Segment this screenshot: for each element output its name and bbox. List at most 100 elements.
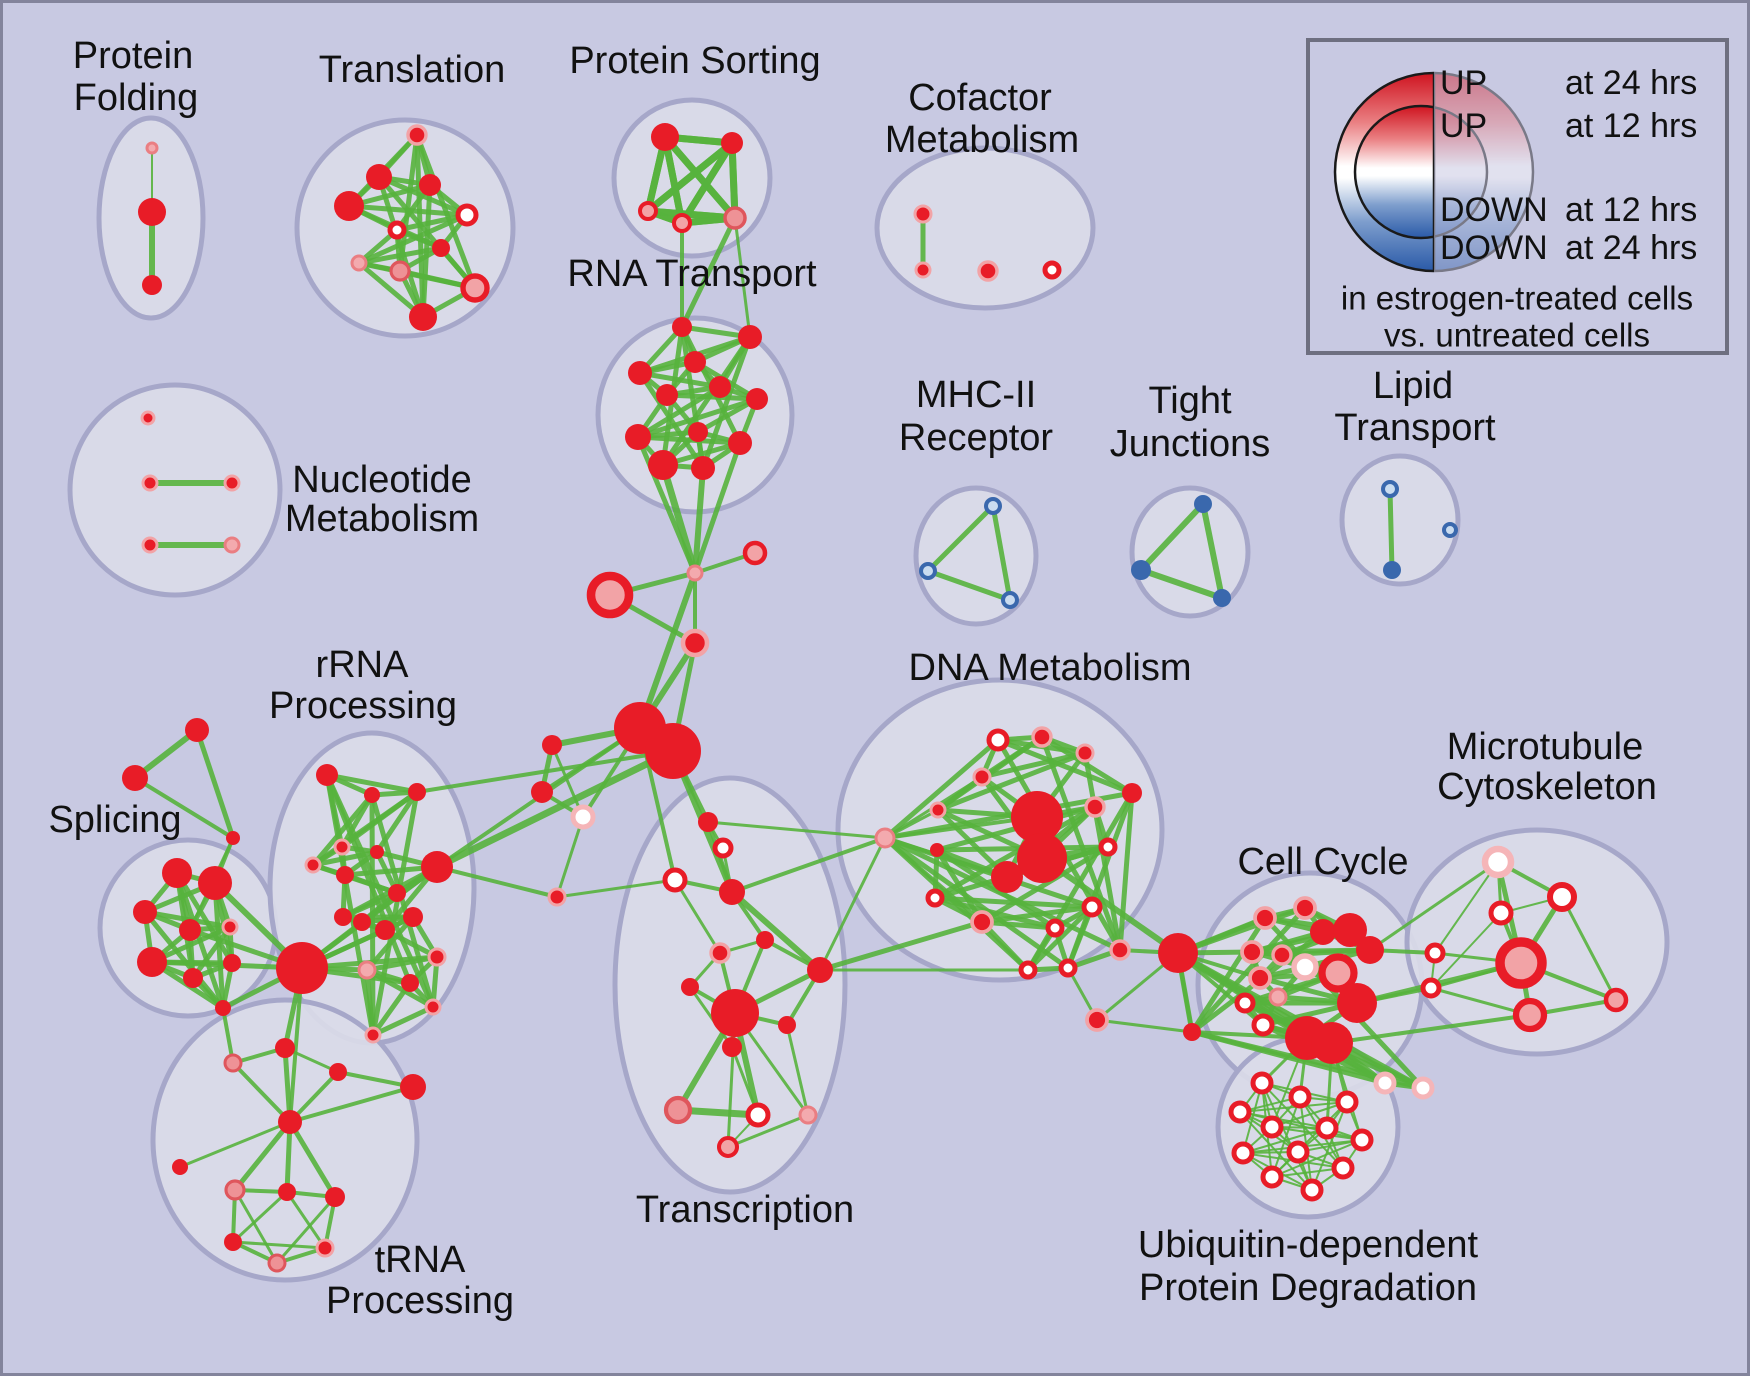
cluster-label-mhc-ii-receptor: MHC-II xyxy=(916,374,1036,416)
edge xyxy=(310,849,380,868)
edge xyxy=(660,334,753,468)
edge xyxy=(817,919,985,973)
edge xyxy=(1095,1018,1194,1034)
edge xyxy=(232,1119,293,1193)
gene-node-red-halo xyxy=(970,910,994,934)
gene-node-red-pink xyxy=(1495,937,1547,989)
edge xyxy=(637,570,698,731)
edge xyxy=(1065,790,1135,971)
gene-node-red-halo xyxy=(1109,939,1131,961)
gene-node-pink2 xyxy=(723,206,747,230)
gene-node-red xyxy=(1017,833,1067,883)
nodes-nucleotide-metabolism xyxy=(140,410,241,554)
edge xyxy=(729,889,823,973)
gene-node-red xyxy=(334,908,352,926)
gene-node-pink xyxy=(223,536,241,554)
gene-node-red xyxy=(672,317,692,337)
gene-node-red xyxy=(656,384,678,406)
gene-node-red-white xyxy=(1335,1090,1359,1114)
edge xyxy=(726,1113,810,1149)
gene-node-red-white xyxy=(1231,1141,1255,1165)
legend-direction-label: DOWN xyxy=(1440,229,1548,267)
gene-node-red-white xyxy=(1331,1156,1355,1180)
gene-node-red xyxy=(275,1038,295,1058)
gene-node-red-white xyxy=(1286,1140,1310,1164)
edge xyxy=(733,216,752,339)
edge xyxy=(369,792,436,1010)
edge xyxy=(1117,790,1135,953)
gene-node-red xyxy=(183,968,203,988)
gene-node-red-white xyxy=(1251,1013,1275,1037)
network-nodes xyxy=(122,123,1629,1273)
gene-node-red-white xyxy=(1058,958,1078,978)
gene-node-red-halo xyxy=(1085,1008,1109,1032)
cluster-label-trna-processing: Processing xyxy=(326,1280,514,1322)
gene-node-red xyxy=(1333,913,1367,947)
edge xyxy=(1299,1096,1313,1191)
edge xyxy=(1434,861,1499,954)
gene-node-red-halo xyxy=(914,261,932,279)
gene-node-red xyxy=(409,303,437,331)
edge xyxy=(414,132,426,320)
gene-node-red xyxy=(224,1233,242,1251)
edges-lipid-transport xyxy=(1387,486,1395,573)
gene-node-red xyxy=(408,783,426,801)
edge xyxy=(231,1061,292,1124)
gene-node-pink xyxy=(1268,987,1288,1007)
edge xyxy=(275,1195,337,1265)
cluster-label-microtubule-cytoskeleton: Microtubule xyxy=(1447,726,1643,768)
edge xyxy=(174,870,235,966)
gene-node-red xyxy=(698,812,718,832)
edge xyxy=(882,737,1001,841)
nodes-mhc-ii-receptor xyxy=(919,497,1019,609)
edge xyxy=(1261,1082,1313,1191)
gene-node-blue xyxy=(1383,561,1401,579)
gene-node-red-halo xyxy=(221,918,239,936)
nodes-tight-junctions xyxy=(1131,495,1231,607)
legend: UP at 24 hrs UP at 12 hrs DOWN at 12 hrs DOWN a… xyxy=(1306,38,1729,355)
gene-node-red-halo xyxy=(1293,896,1317,920)
gene-node-red xyxy=(531,781,553,803)
edge xyxy=(1387,486,1395,573)
nodes-rna-transport xyxy=(625,317,768,480)
gene-node-red-white xyxy=(1260,1165,1284,1189)
gene-node-pink xyxy=(798,1105,818,1125)
nodes-protein-sorting xyxy=(638,123,747,233)
edge xyxy=(1242,1082,1263,1154)
edge xyxy=(679,215,738,330)
gene-node-red-halo xyxy=(315,1238,335,1258)
edge xyxy=(1239,1101,1348,1113)
gene-node-red-pink xyxy=(1512,997,1548,1033)
edge xyxy=(644,139,736,215)
cluster-ellipse-cofactor-metabolism xyxy=(874,145,1096,311)
edge xyxy=(932,804,1098,901)
gene-node-red-pink xyxy=(672,213,692,233)
gene-node-red-white xyxy=(1315,1116,1339,1140)
edge xyxy=(692,440,743,576)
cluster-label-ubiquitin-degradation: Protein Degradation xyxy=(1139,1267,1477,1309)
edge xyxy=(310,792,375,868)
gene-node-red-halo xyxy=(972,767,992,787)
edge xyxy=(679,324,706,471)
gene-node-red xyxy=(334,191,364,221)
edge xyxy=(369,792,376,1038)
gene-node-red xyxy=(364,787,380,803)
gene-node-red-white xyxy=(1234,992,1256,1014)
gene-node-pink-white xyxy=(1411,1076,1435,1100)
edge xyxy=(550,743,585,819)
gene-node-red-halo xyxy=(406,124,428,146)
edge xyxy=(995,737,1135,796)
edge xyxy=(1261,1082,1344,1169)
gene-node-red-white xyxy=(925,888,945,908)
gene-node-red xyxy=(137,947,167,977)
legend-time-label: at 24 hrs xyxy=(1565,64,1697,102)
gene-node-red-pink xyxy=(1318,953,1358,993)
cluster-ellipse-trna-processing xyxy=(150,997,420,1283)
gene-node-red-halo xyxy=(547,887,567,907)
gene-node-red-white xyxy=(1260,1115,1284,1139)
gene-node-red-halo xyxy=(929,801,947,819)
gene-node-red xyxy=(185,718,209,742)
gene-node-red xyxy=(370,845,384,859)
gene-node-red xyxy=(807,957,833,983)
gene-node-red xyxy=(746,388,768,410)
